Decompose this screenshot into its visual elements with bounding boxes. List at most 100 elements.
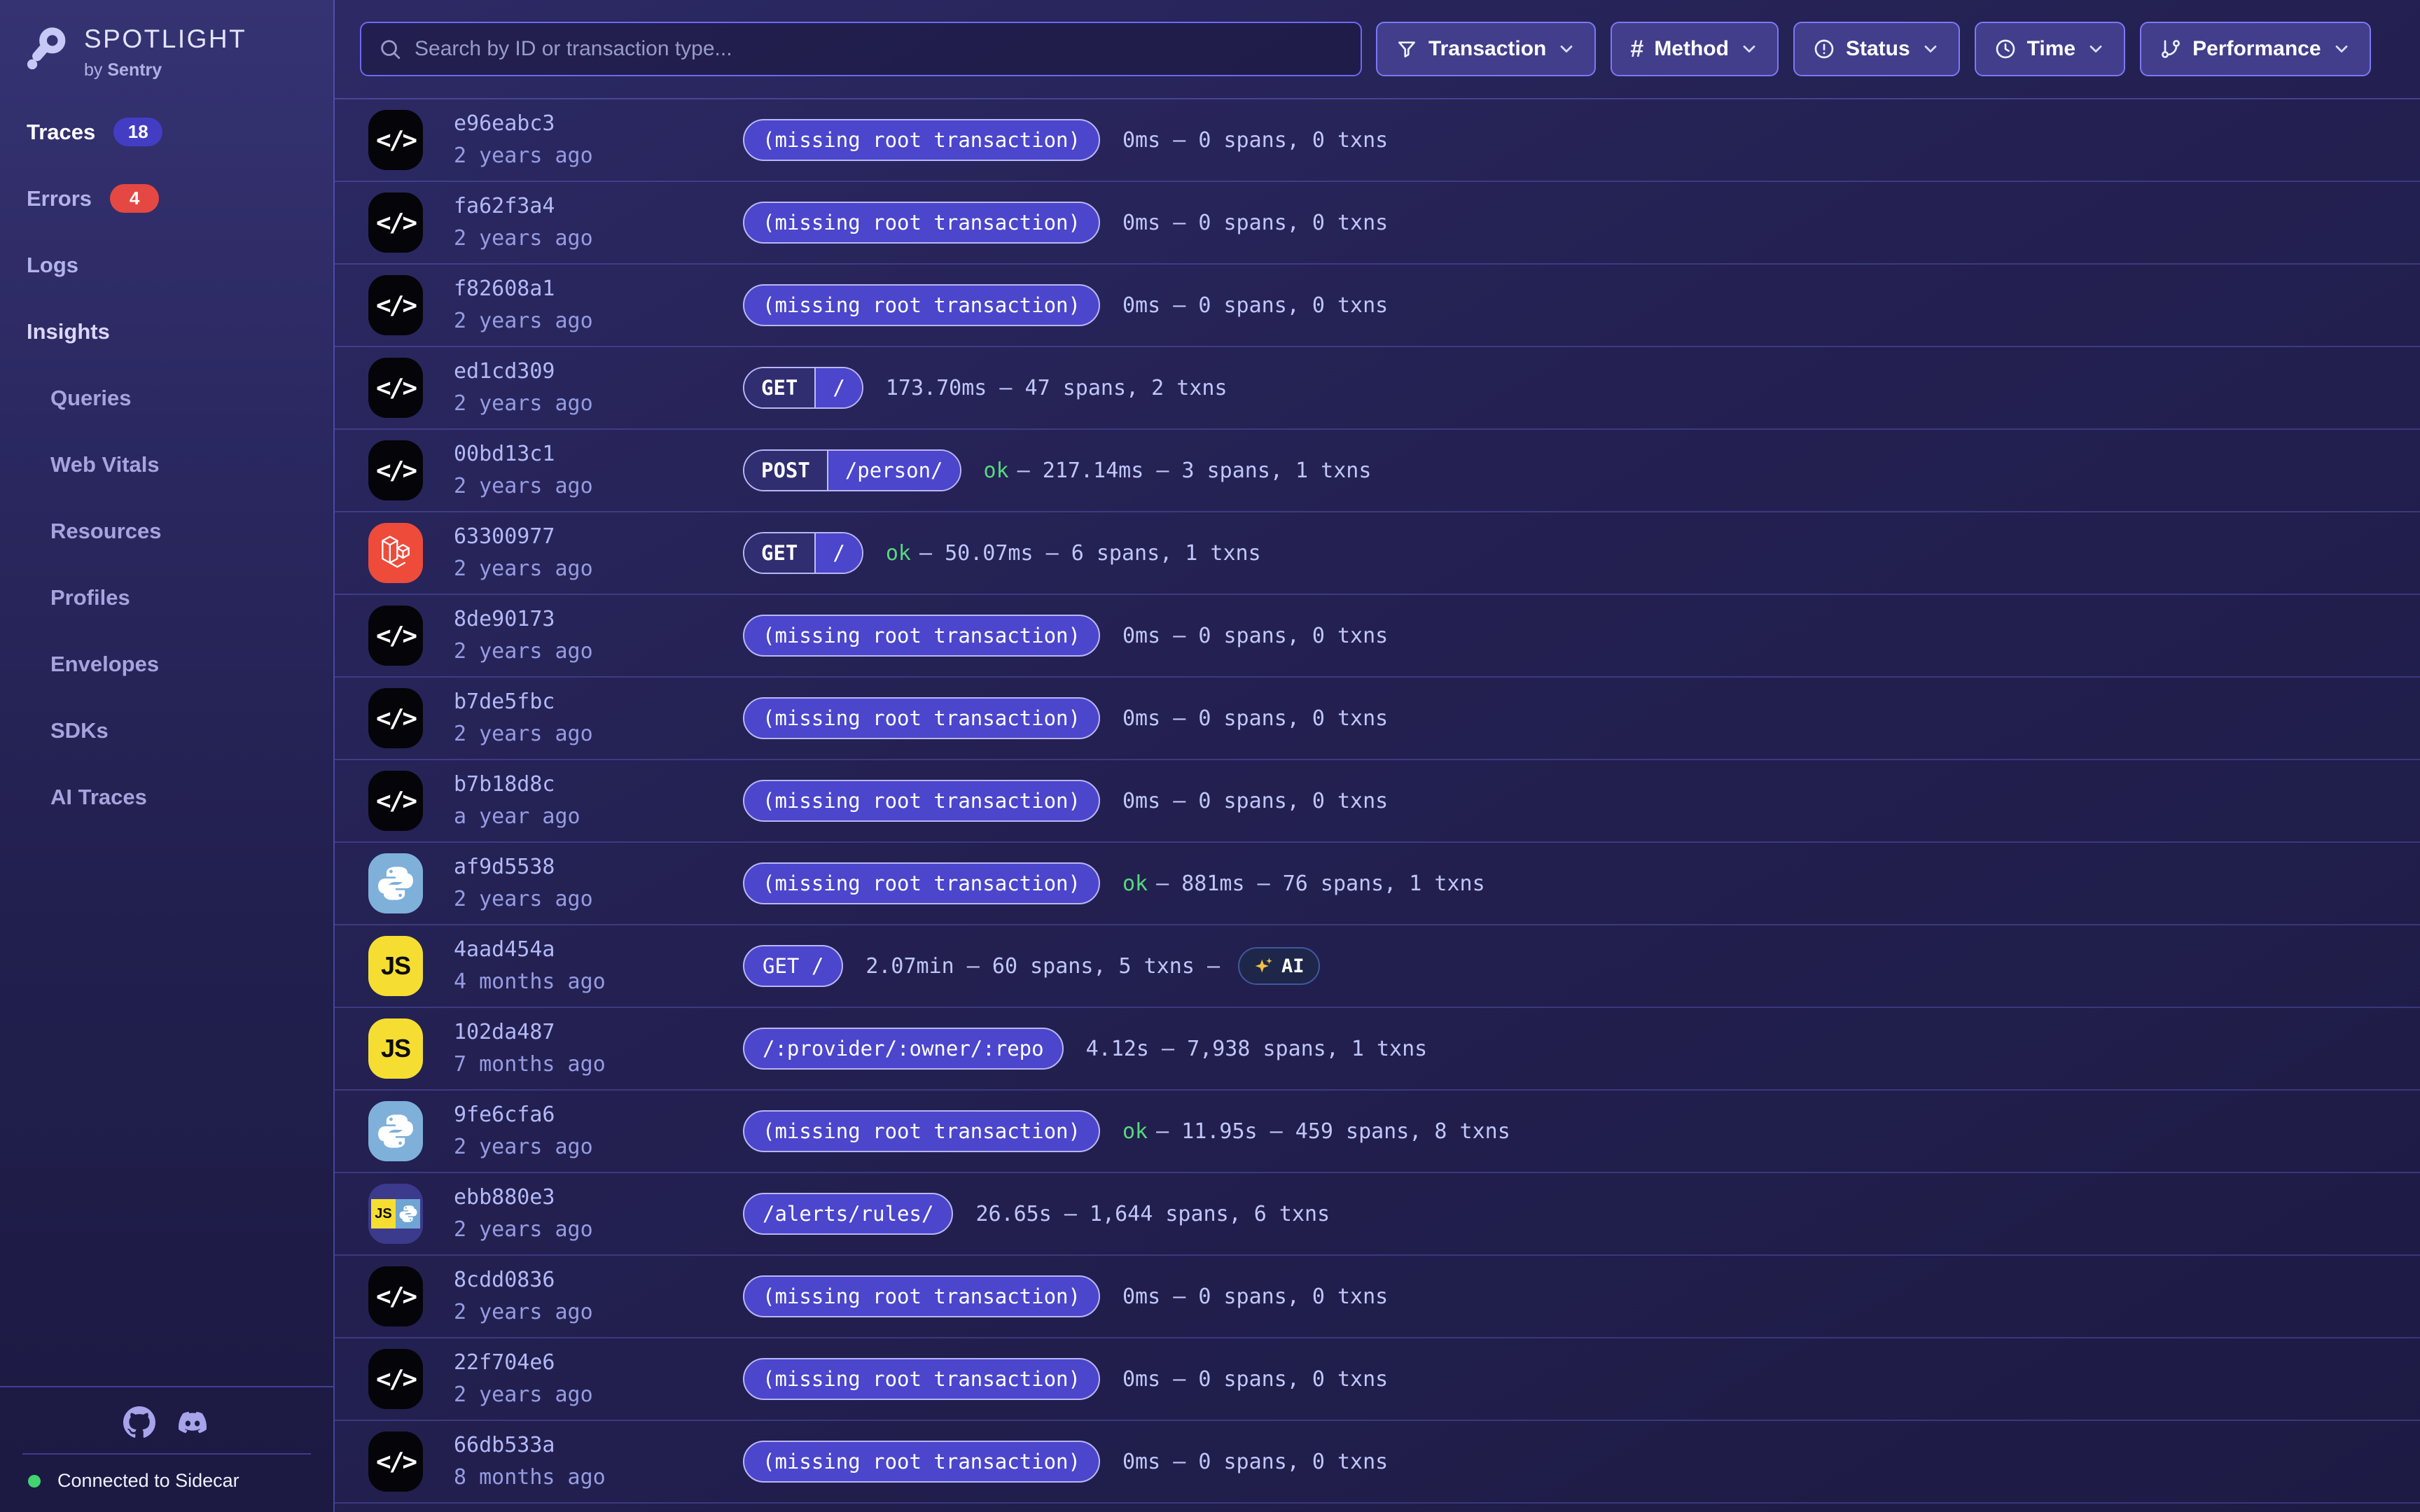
javascript-icon: JS <box>368 1018 423 1079</box>
trace-id: af9d5538 <box>454 855 555 879</box>
sidebar-item-ai-traces[interactable]: AI Traces <box>0 764 333 830</box>
trace-id: ed1cd309 <box>454 359 555 384</box>
filter-button-time[interactable]: Time <box>1974 22 2126 76</box>
method-path-badge: GET / <box>743 532 863 574</box>
code-icon: </> <box>368 1432 423 1492</box>
trace-row[interactable]: af9d5538 2 years ago (missing root transac… <box>335 843 2420 925</box>
trace-row[interactable]: </> e96eabc3 2 years ago (missing root tran… <box>335 99 2420 182</box>
trace-id: 66db533a <box>454 1433 555 1457</box>
missing-root-transaction-badge: (missing root transaction) <box>743 780 1100 822</box>
trace-age: 2 years ago <box>454 144 593 168</box>
sidebar-item-traces[interactable]: Traces 18 <box>0 99 333 165</box>
trace-row[interactable]: </> 8de90173 2 years ago (missing root tran… <box>335 595 2420 678</box>
sidebar-item-sdks[interactable]: SDKs <box>0 697 333 764</box>
sidebar-item-resources[interactable]: Resources <box>0 498 333 564</box>
filter-label: Transaction <box>1428 37 1547 60</box>
trace-id: 4aad454a <box>454 937 555 962</box>
trace-age: 2 years ago <box>454 1217 593 1242</box>
filter-button-status[interactable]: Status <box>1793 22 1960 76</box>
trace-meta: f82608a1 2 years ago <box>454 276 743 334</box>
metrics-text: 0ms — 0 spans, 0 txns <box>1122 1284 1389 1309</box>
http-method: GET <box>744 533 815 573</box>
app-byline: by Sentry <box>84 60 162 80</box>
laravel-logo <box>382 536 410 568</box>
trace-metrics: 0ms — 0 spans, 0 txns <box>1122 624 1388 648</box>
trace-row[interactable]: 63300977 2 years ago GET / ok — 50.07ms — 6 s… <box>335 512 2420 595</box>
trace-row[interactable]: </> 22f704e6 2 years ago (missing root tran… <box>335 1338 2420 1421</box>
sidebar-item-label: Queries <box>50 385 132 410</box>
trace-metrics: ok — 11.95s — 459 spans, 8 txns <box>1122 1119 1510 1144</box>
ai-badge: AI <box>1238 947 1320 985</box>
trace-row[interactable]: </> b7b18d8c a year ago (missing root trans… <box>335 760 2420 843</box>
javascript-icon: JS <box>368 936 423 996</box>
trace-row[interactable]: </> 00bd13c1 2 years ago POST/person/ok — 21… <box>335 430 2420 512</box>
sidebar-item-label: Web Vitals <box>50 451 160 477</box>
trace-row[interactable]: </> 66db533a 8 months ago (missing root tra… <box>335 1421 2420 1504</box>
trace-row-partial <box>335 1504 2420 1512</box>
sidebar-item-web-vitals[interactable]: Web Vitals <box>0 431 333 498</box>
chevron-down-icon <box>2089 46 2102 52</box>
filter-button-performance[interactable]: Performance <box>2140 22 2371 76</box>
sidebar-item-queries[interactable]: Queries <box>0 365 333 431</box>
filter-button-method[interactable]: # Method <box>1611 22 1779 76</box>
python-logo <box>378 867 413 900</box>
trace-age: 2 years ago <box>454 722 593 746</box>
trace-row[interactable]: </> b7de5fbc 2 years ago (missing root tran… <box>335 678 2420 760</box>
status-ok: ok <box>1122 1119 1148 1144</box>
sidebar-item-envelopes[interactable]: Envelopes <box>0 631 333 697</box>
trace-metrics: 26.65s — 1,644 spans, 6 txns <box>975 1202 1330 1226</box>
discord-icon-link[interactable] <box>175 1408 210 1436</box>
transaction-badge: GET / <box>743 945 844 987</box>
metrics-text: 4.12s — 7,938 spans, 1 txns <box>1085 1036 1428 1061</box>
hash-icon: # <box>1630 35 1644 62</box>
trace-id: 9fe6cfa6 <box>454 1102 555 1127</box>
alert-circle-icon <box>1814 39 1834 59</box>
trace-metrics: 4.12s — 7,938 spans, 1 txns <box>1086 1037 1428 1061</box>
transaction-badge-area: (missing root transaction) <box>743 202 1100 244</box>
trace-row[interactable]: 9fe6cfa6 2 years ago (missing root transac… <box>335 1091 2420 1173</box>
trace-meta: ed1cd309 2 years ago <box>454 359 743 416</box>
trace-id: ebb880e3 <box>454 1185 555 1210</box>
transaction-badge-area: (missing root transaction) <box>743 1441 1100 1483</box>
sidebar-item-insights[interactable]: Insights <box>0 298 333 365</box>
transaction-path: / <box>814 533 862 573</box>
trace-id: b7b18d8c <box>454 772 555 797</box>
transaction-badge-area: (missing root transaction) <box>743 780 1100 822</box>
code-icon: </> <box>368 1349 423 1409</box>
trace-meta: 102da487 7 months ago <box>454 1020 743 1077</box>
filter-label: Time <box>2026 37 2076 60</box>
metrics-text: 173.70ms — 47 spans, 2 txns <box>885 375 1228 400</box>
trace-metrics: 0ms — 0 spans, 0 txns <box>1122 211 1388 235</box>
transaction-badge-area: (missing root transaction) <box>743 615 1100 657</box>
search-input[interactable] <box>415 37 1344 61</box>
sidebar-item-errors[interactable]: Errors 4 <box>0 165 333 232</box>
trace-row[interactable]: </> 8cdd0836 2 years ago (missing root tran… <box>335 1256 2420 1338</box>
transaction-badge-area: (missing root transaction) <box>743 1110 1100 1152</box>
http-method: POST <box>744 451 827 490</box>
trace-id: b7de5fbc <box>454 690 555 714</box>
filter-buttons: Transaction # Method Status Time Performance <box>1376 22 2371 76</box>
sidebar-item-label: Resources <box>50 518 162 543</box>
missing-root-transaction-badge: (missing root transaction) <box>743 1110 1100 1152</box>
trace-meta: e96eabc3 2 years ago <box>454 111 743 169</box>
trace-row[interactable]: </> fa62f3a4 2 years ago (missing root tran… <box>335 182 2420 265</box>
missing-root-transaction-badge: (missing root transaction) <box>743 202 1100 244</box>
code-icon: </> <box>368 192 423 253</box>
transaction-path: /person/ <box>826 451 960 490</box>
sidebar-item-profiles[interactable]: Profiles <box>0 564 333 631</box>
trace-row[interactable]: JS 4aad454a 4 months ago GET / 2.07min — 60 … <box>335 925 2420 1008</box>
github-icon-link[interactable] <box>123 1406 155 1438</box>
metrics-text: 26.65s — 1,644 spans, 6 txns <box>975 1201 1330 1226</box>
trace-row[interactable]: JS ebb880e3 2 years ago/alerts/rules/26.6… <box>335 1173 2420 1256</box>
trace-row[interactable]: </> ed1cd309 2 years ago GET/173.70ms — 47 … <box>335 347 2420 430</box>
trace-meta: ebb880e3 2 years ago <box>454 1185 743 1242</box>
app-logo: SPOTLIGHT by Sentry <box>0 0 333 80</box>
filter-button-transaction[interactable]: Transaction <box>1376 22 1597 76</box>
metrics-text: 0ms — 0 spans, 0 txns <box>1122 623 1389 648</box>
trace-row[interactable]: </> f82608a1 2 years ago (missing root tran… <box>335 265 2420 347</box>
app-title: SPOTLIGHT <box>84 24 247 53</box>
trace-row[interactable]: JS 102da487 7 months ago /:provider/:owner/… <box>335 1008 2420 1091</box>
main-content: Transaction#MethodStatusTimePerformance … <box>335 0 2420 1512</box>
sidebar-item-logs[interactable]: Logs <box>0 232 333 298</box>
python-icon <box>368 1101 423 1161</box>
